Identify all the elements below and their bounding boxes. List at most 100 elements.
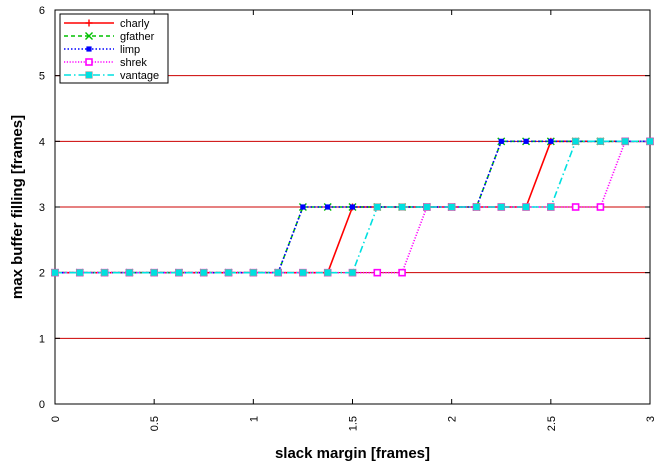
x-tick-label-6: 3 bbox=[645, 416, 657, 422]
y-axis-title: max buffer filling [frames] bbox=[9, 115, 26, 299]
legend-swatch-marker-limp bbox=[86, 46, 92, 52]
legend-swatch-marker-shrek-sq bbox=[85, 58, 93, 66]
point-vantage-0 bbox=[51, 269, 59, 277]
x-tick-label-4: 2 bbox=[447, 416, 459, 422]
point-vantage-11 bbox=[324, 269, 332, 277]
x-tick-label-1: 0.5 bbox=[149, 416, 161, 431]
point-limp-19-sq bbox=[523, 138, 529, 144]
point-vantage-15 bbox=[423, 203, 431, 211]
point-vantage-6-sq bbox=[200, 269, 208, 277]
y-tick-label-3: 3 bbox=[39, 202, 45, 214]
point-vantage-14 bbox=[398, 203, 406, 211]
point-vantage-22 bbox=[596, 137, 605, 145]
point-shrek-22 bbox=[596, 203, 605, 211]
legend-label-gfather: gfather bbox=[120, 31, 155, 43]
ticks-layer: 0 1 2 3 4 5 6 0 0.5 1 1.5 2 2.5 3 bbox=[39, 5, 657, 431]
legend-swatch-marker-vantage-sq bbox=[85, 71, 93, 79]
point-vantage-18-sq bbox=[497, 203, 505, 211]
point-vantage-4 bbox=[150, 269, 158, 277]
point-vantage-8 bbox=[249, 269, 257, 277]
point-vantage-8-sq bbox=[249, 269, 257, 277]
point-vantage-5-sq bbox=[175, 269, 183, 277]
point-vantage-5 bbox=[175, 269, 183, 277]
point-vantage-1 bbox=[76, 269, 84, 277]
point-shrek-13 bbox=[373, 268, 382, 277]
point-vantage-13 bbox=[373, 203, 381, 211]
point-vantage-3-sq bbox=[125, 269, 133, 277]
point-shrek-21-sq bbox=[571, 203, 580, 211]
point-vantage-4-sq bbox=[150, 269, 158, 277]
x-tick-label-2: 1 bbox=[248, 416, 260, 422]
legend-swatch-marker-shrek bbox=[85, 58, 93, 66]
point-vantage-15-sq bbox=[423, 203, 431, 211]
point-vantage-23-sq bbox=[621, 137, 629, 145]
x-tick-label-3: 1.5 bbox=[348, 416, 360, 431]
point-vantage-9-sq bbox=[274, 269, 282, 277]
point-vantage-0-sq bbox=[51, 269, 59, 277]
point-limp-18-sq bbox=[498, 138, 504, 144]
point-vantage-2 bbox=[100, 269, 109, 277]
y-tick-label-6: 6 bbox=[39, 5, 45, 17]
point-vantage-14-sq bbox=[398, 203, 406, 211]
legend-swatch-marker-gfather bbox=[85, 32, 93, 40]
point-vantage-3 bbox=[125, 269, 133, 277]
point-vantage-16 bbox=[448, 203, 456, 211]
y-tick-label-5: 5 bbox=[39, 71, 45, 83]
y-tick-label-0: 0 bbox=[39, 399, 45, 411]
point-vantage-19 bbox=[522, 203, 530, 211]
point-limp-10-sq bbox=[300, 204, 306, 210]
point-shrek-14 bbox=[398, 268, 406, 277]
y-tick-label-4: 4 bbox=[39, 136, 45, 148]
point-vantage-7 bbox=[224, 269, 233, 277]
x-tick-label-5: 2.5 bbox=[546, 416, 558, 431]
point-vantage-10 bbox=[299, 269, 307, 277]
point-limp-20 bbox=[548, 138, 554, 144]
point-vantage-10-sq bbox=[299, 269, 307, 277]
legend-label-limp: limp bbox=[120, 44, 140, 56]
point-vantage-22-sq bbox=[596, 137, 605, 145]
point-vantage-12 bbox=[348, 269, 357, 277]
point-limp-12-sq bbox=[349, 204, 356, 210]
point-vantage-17 bbox=[472, 203, 481, 211]
legend-item-limp: limp bbox=[64, 44, 140, 56]
legend-swatch-marker-limp-sq bbox=[86, 46, 92, 52]
legend-label-vantage: vantage bbox=[120, 70, 159, 82]
point-vantage-16-sq bbox=[448, 203, 456, 211]
point-limp-12 bbox=[349, 204, 356, 210]
point-vantage-20-sq bbox=[547, 203, 555, 211]
point-vantage-24-sq bbox=[646, 137, 654, 145]
point-vantage-20 bbox=[547, 203, 555, 211]
point-vantage-18 bbox=[497, 203, 505, 211]
legend-swatch-marker-vantage bbox=[85, 71, 93, 79]
point-vantage-21 bbox=[572, 137, 580, 145]
point-shrek-13-sq bbox=[373, 268, 382, 277]
point-vantage-12-sq bbox=[348, 269, 357, 277]
point-vantage-24 bbox=[646, 137, 654, 145]
legend-swatch-marker-charly bbox=[85, 19, 93, 27]
y-tick-label-1: 1 bbox=[39, 333, 45, 345]
x-tick-label-0: 0 bbox=[50, 416, 62, 422]
point-vantage-6 bbox=[200, 269, 208, 277]
point-limp-18 bbox=[498, 138, 504, 144]
point-shrek-21 bbox=[571, 203, 580, 211]
point-vantage-2-sq bbox=[100, 269, 109, 277]
point-limp-11 bbox=[325, 204, 331, 210]
point-shrek-22-sq bbox=[596, 203, 605, 211]
point-vantage-21-sq bbox=[572, 137, 580, 145]
point-vantage-17-sq bbox=[472, 203, 481, 211]
legend-item-shrek: shrek bbox=[64, 57, 147, 69]
series-layer bbox=[51, 137, 654, 277]
point-vantage-13-sq bbox=[373, 203, 381, 211]
point-vantage-23 bbox=[621, 137, 629, 145]
point-limp-20-sq bbox=[548, 138, 554, 144]
point-vantage-11-sq bbox=[324, 269, 332, 277]
point-shrek-14-sq bbox=[398, 268, 406, 277]
legend-label-charly: charly bbox=[120, 18, 150, 30]
point-vantage-9 bbox=[274, 269, 282, 277]
point-vantage-7-sq bbox=[224, 269, 233, 277]
legend-item-charly: charly bbox=[64, 18, 150, 30]
x-axis-title: slack margin [frames] bbox=[275, 445, 430, 462]
